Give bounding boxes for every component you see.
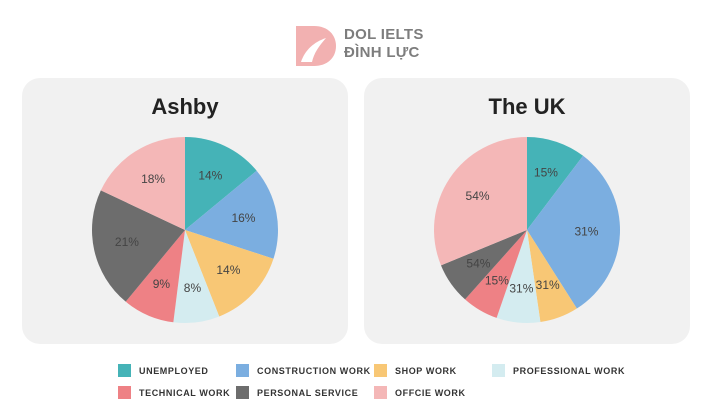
pie-slice-technical bbox=[125, 230, 185, 323]
slice-label-unemployed: 14% bbox=[198, 168, 222, 182]
legend-swatch-technical bbox=[118, 386, 131, 399]
pie-slice-technical bbox=[465, 230, 527, 318]
chart-title-uk: The UK bbox=[488, 94, 566, 119]
slice-label-technical: 9% bbox=[153, 277, 171, 291]
pie-slice-professional bbox=[496, 230, 541, 323]
legend-swatch-professional bbox=[492, 364, 505, 377]
legend-item-professional: PROFESSIONAL WORK bbox=[492, 364, 632, 377]
slice-label-shop: 14% bbox=[216, 263, 240, 277]
legend-item-technical: TECHNICAL WORK bbox=[118, 386, 236, 399]
logo-line-2: ĐÌNH LỰC bbox=[344, 44, 420, 61]
slice-label-office: 18% bbox=[141, 172, 165, 186]
slice-label-shop: 31% bbox=[536, 278, 560, 292]
logo-line-1: DOL IELTS bbox=[344, 26, 424, 43]
ashby-chart-panel: Ashby 14% 16% 14% 8% 9% 21% 18% bbox=[22, 78, 348, 344]
pie-slice-professional bbox=[173, 230, 220, 323]
legend-swatch-unemployed bbox=[118, 364, 131, 377]
dol-logo-icon bbox=[296, 26, 336, 66]
legend-swatch-personal bbox=[236, 386, 249, 399]
pie-slice-personal bbox=[91, 190, 185, 302]
pie-slice-unemployed bbox=[185, 137, 257, 230]
legend-label: PROFESSIONAL WORK bbox=[513, 365, 626, 376]
legend-label: PERSONAL SERVICE bbox=[257, 387, 359, 398]
pie-slice-personal bbox=[440, 230, 527, 300]
pie-slice-construction bbox=[527, 155, 620, 309]
pie-slice-construction bbox=[185, 170, 278, 259]
pie-slice-unemployed bbox=[527, 137, 584, 230]
legend-label: OFFCIE WORK bbox=[395, 387, 466, 398]
legend-label: CONSTRUCTION WORK bbox=[257, 365, 371, 376]
slice-label-construction: 31% bbox=[574, 225, 598, 239]
slice-label-unemployed: 15% bbox=[534, 166, 558, 180]
slice-label-personal: 54% bbox=[466, 257, 490, 271]
uk-pie-chart: 15%31%31%31%15%54%54% bbox=[434, 137, 620, 323]
ashby-pie-chart: 14% 16% 14% 8% 9% 21% 18% bbox=[91, 137, 278, 323]
slice-label-construction: 16% bbox=[231, 211, 255, 225]
legend-label: UNEMPLOYED bbox=[139, 365, 209, 376]
pie-slice-shop bbox=[527, 230, 577, 323]
pie-slice-shop bbox=[185, 230, 274, 317]
slice-label-technical: 15% bbox=[485, 273, 509, 287]
legend-swatch-shop bbox=[374, 364, 387, 377]
slice-label-personal: 21% bbox=[115, 235, 139, 249]
slice-label-professional: 8% bbox=[184, 281, 202, 295]
legend-label: TECHNICAL WORK bbox=[139, 387, 231, 398]
legend-item-office: OFFCIE WORK bbox=[374, 386, 492, 399]
slice-label-professional: 31% bbox=[509, 281, 533, 295]
legend-item-construction: CONSTRUCTION WORK bbox=[236, 364, 374, 377]
brand-logo: DOL IELTS ĐÌNH LỰC bbox=[292, 20, 424, 68]
pie-slice-office bbox=[100, 137, 185, 230]
uk-chart-panel: The UK 15% 31% 31% 31% 15% 54% 54% bbox=[364, 78, 690, 344]
legend-item-shop: SHOP WORK bbox=[374, 364, 492, 377]
legend-swatch-office bbox=[374, 386, 387, 399]
legend-item-unemployed: UNEMPLOYED bbox=[118, 364, 236, 377]
legend-item-personal: PERSONAL SERVICE bbox=[236, 386, 374, 399]
chart-legend: UNEMPLOYED CONSTRUCTION WORK SHOP WORK PROF… bbox=[118, 364, 638, 399]
legend-swatch-construction bbox=[236, 364, 249, 377]
chart-title-ashby: Ashby bbox=[151, 94, 219, 119]
pie-slice-office bbox=[434, 137, 527, 266]
slice-label-office: 54% bbox=[466, 189, 490, 203]
legend-label: SHOP WORK bbox=[395, 365, 457, 376]
